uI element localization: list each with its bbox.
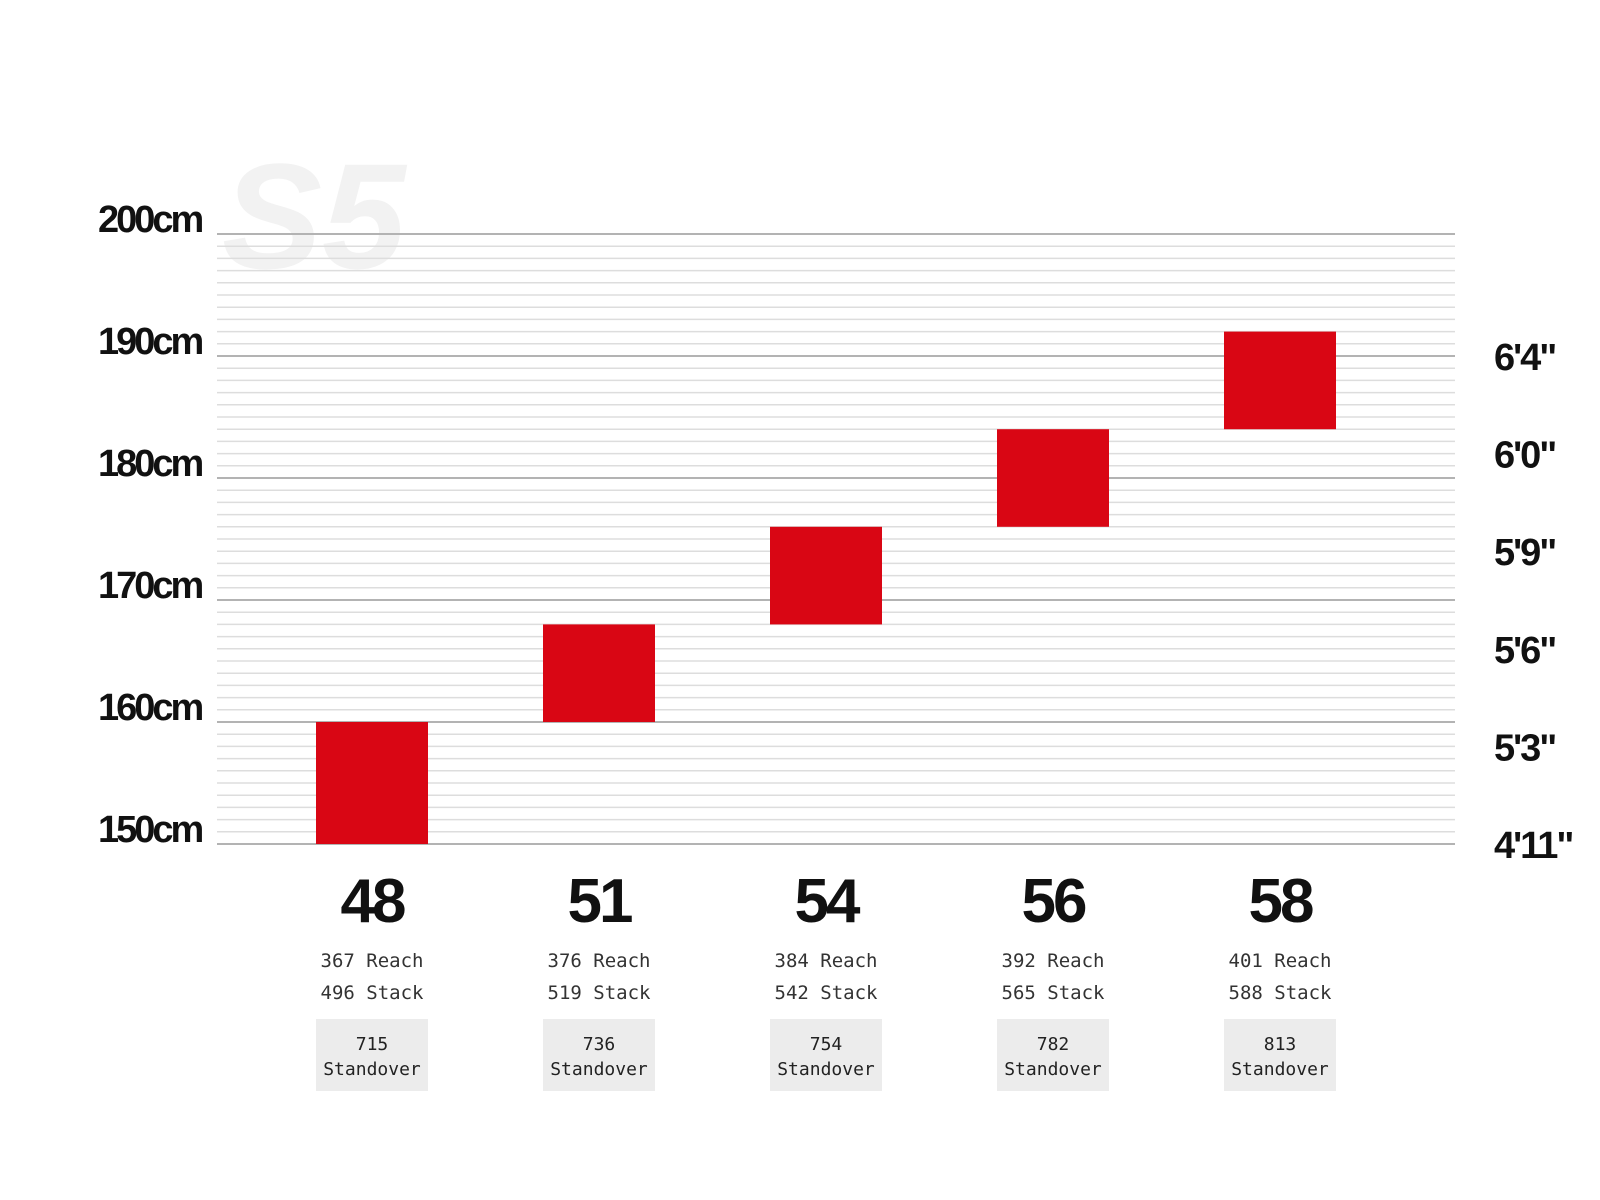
size-bar-56 — [997, 429, 1109, 527]
standover-value: 715 — [356, 1034, 389, 1055]
standover-value: 813 — [1264, 1034, 1297, 1055]
stack-label: 496 Stack — [321, 982, 425, 1004]
standover-label: Standover — [323, 1059, 421, 1080]
stack-label: 565 Stack — [1002, 982, 1106, 1004]
y-axis-left: 150cm 160cm 170cm 180cm 190cm 200cm — [98, 199, 206, 851]
right-tick-label: 4'11" — [1494, 825, 1572, 867]
y-tick-label: 180cm — [98, 443, 203, 485]
right-tick-label: 6'0" — [1494, 435, 1555, 477]
size-bar-58 — [1224, 331, 1336, 430]
size-label: 58 — [1249, 867, 1313, 936]
size-label: 54 — [795, 867, 861, 936]
reach-label: 367 Reach — [321, 950, 424, 972]
right-tick-label: 5'9" — [1494, 532, 1555, 574]
right-tick-label: 6'4" — [1494, 337, 1555, 379]
reach-label: 376 Reach — [548, 950, 651, 972]
standover-value: 754 — [810, 1034, 843, 1055]
standover-box — [1224, 1019, 1336, 1091]
y-tick-label: 200cm — [98, 199, 203, 241]
reach-label: 401 Reach — [1229, 950, 1332, 972]
reach-label: 392 Reach — [1002, 950, 1105, 972]
standover-box — [316, 1019, 428, 1091]
standover-label: Standover — [777, 1059, 875, 1080]
standover-value: 736 — [583, 1034, 616, 1055]
right-tick-label: 5'6" — [1494, 630, 1555, 672]
size-bar-54 — [770, 526, 882, 625]
size-label: 48 — [341, 867, 405, 936]
reach-label: 384 Reach — [775, 950, 878, 972]
standover-value: 782 — [1037, 1034, 1070, 1055]
standover-label: Standover — [1004, 1059, 1102, 1080]
right-tick-label: 5'3" — [1494, 727, 1555, 769]
watermark-logo: S5 — [222, 132, 408, 300]
standover-box — [997, 1019, 1109, 1091]
size-label: 56 — [1022, 867, 1086, 936]
standover-label: Standover — [550, 1059, 648, 1080]
y-tick-label: 170cm — [98, 565, 203, 607]
standover-box — [543, 1019, 655, 1091]
stack-label: 542 Stack — [775, 982, 879, 1004]
size-bar-51 — [543, 624, 655, 722]
y-axis-right: 4'11" 5'3" 5'6" 5'9" 6'0" 6'4" — [1494, 337, 1574, 867]
x-axis-categories: 48 367 Reach 496 Stack 715 Standover 51 376 Re… — [316, 867, 1336, 1091]
y-tick-label: 150cm — [98, 809, 203, 851]
stack-label: 588 Stack — [1229, 982, 1333, 1004]
y-tick-label: 160cm — [98, 687, 203, 729]
standover-box — [770, 1019, 882, 1091]
stack-label: 519 Stack — [548, 982, 652, 1004]
bars — [316, 331, 1336, 844]
size-label: 51 — [568, 867, 632, 936]
standover-label: Standover — [1231, 1059, 1329, 1080]
y-tick-label: 190cm — [98, 321, 203, 363]
size-bar-48 — [316, 722, 428, 844]
